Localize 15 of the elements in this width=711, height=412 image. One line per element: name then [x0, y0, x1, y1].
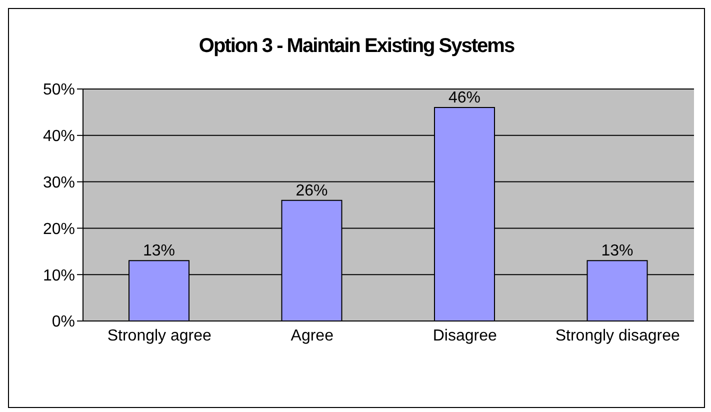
y-tick-label: 50%	[42, 82, 75, 99]
x-tick-label: Strongly disagree	[555, 327, 680, 344]
y-tick-label: 40%	[42, 128, 75, 146]
y-tick-label: 30%	[42, 174, 75, 192]
x-tick-label: Agree	[290, 327, 334, 344]
y-tick-label: 0%	[52, 314, 75, 331]
chart-title: Option 3 - Maintain Existing Systems	[198, 35, 516, 58]
y-tick-label: 20%	[42, 220, 75, 238]
data-label: 46%	[448, 90, 481, 107]
data-label: 26%	[296, 182, 328, 200]
x-tick-label: Strongly agree	[107, 327, 212, 344]
data-label: 13%	[142, 242, 176, 260]
y-tick-label: 10%	[42, 267, 75, 284]
x-tick-label: Disagree	[432, 327, 497, 344]
data-label: 13%	[601, 242, 634, 260]
